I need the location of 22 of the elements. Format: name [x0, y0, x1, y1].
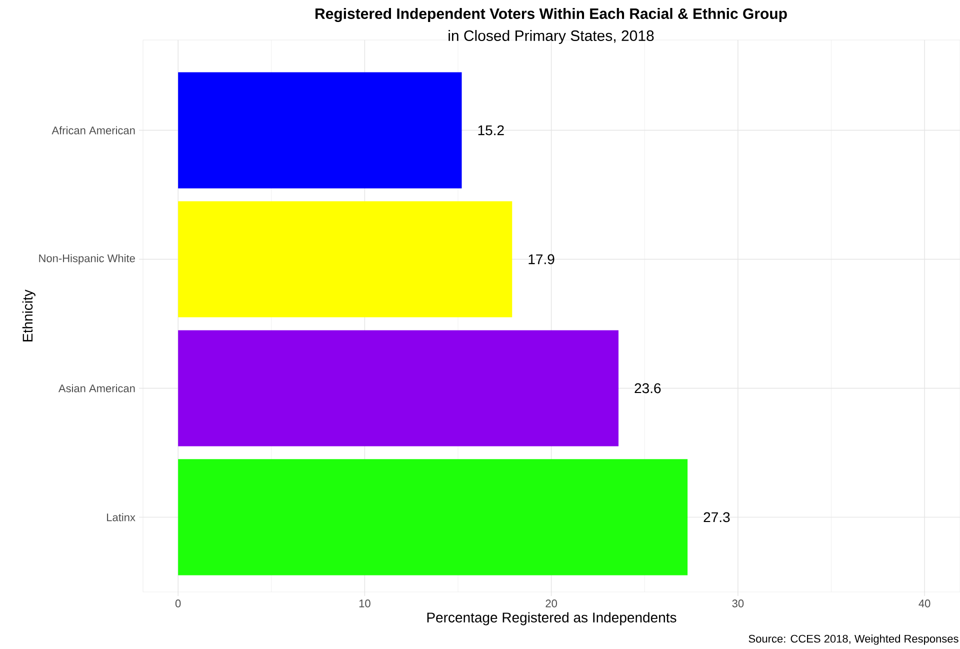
x-tick-label: 20: [546, 600, 557, 608]
bar: [178, 201, 512, 318]
y-axis-title: Ethnicity: [22, 290, 36, 342]
bar: [178, 459, 688, 576]
x-tick-label: 10: [359, 600, 370, 608]
y-tick-label: Asian American: [58, 384, 135, 392]
data-label: 27.3: [704, 512, 730, 522]
data-label: 15.2: [478, 125, 504, 136]
data-label: 17.9: [528, 254, 554, 264]
chart-subtitle: in Closed Primary States, 2018: [448, 30, 654, 44]
y-tick-label: Latinx: [107, 513, 136, 522]
source-note: Source: CCES 2018, Weighted Responses: [748, 634, 958, 645]
bar: [178, 330, 619, 446]
y-tick-label: Non-Hispanic White: [39, 254, 135, 264]
x-tick-label: 30: [732, 600, 744, 608]
data-label: 23.6: [634, 383, 661, 394]
x-tick-label: 40: [918, 600, 930, 608]
chart-title: Registered Independent Voters Within Each Racial & Ethnic Group: [316, 8, 787, 22]
x-tick-label: 0: [175, 600, 181, 608]
bar: [178, 72, 462, 188]
y-tick-label: African American: [52, 126, 135, 134]
x-axis-title: Percentage Registered as Independents: [427, 612, 676, 626]
